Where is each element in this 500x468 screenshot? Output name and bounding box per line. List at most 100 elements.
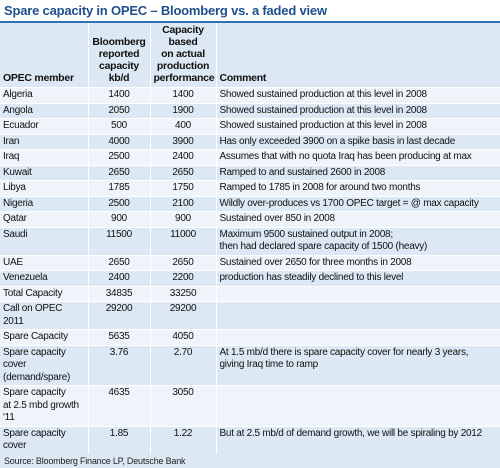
table-cell: Assumes that with no quota Iraq has been…	[215, 149, 500, 165]
table-cell: 3.76	[87, 344, 150, 386]
table-cell: 400	[149, 118, 216, 134]
table-row: Venezuela 2400 2200 production has steadily…	[0, 270, 500, 286]
table-cell: Ramped to 1785 in 2008 for around two mo…	[215, 180, 500, 196]
table-cell: 3900	[149, 133, 216, 150]
table-cell: 2650	[149, 254, 216, 271]
table-row: Iran 4000 3900 Has only exceeded 3900 on a …	[0, 133, 500, 150]
table-cell	[215, 329, 500, 345]
table-cell: 900	[87, 211, 150, 227]
table-cell: 1785	[87, 180, 150, 196]
table-row: Kuwait 2650 2650 Ramped to and sustained 26…	[0, 164, 500, 181]
table-cell: 4635	[87, 385, 150, 426]
table-cell: Libya	[0, 180, 88, 196]
table-row: Spare capacity at 2.5 mbd growth '11 4635…	[0, 385, 500, 426]
table-row: Ecuador 500 400 Showed sustained production…	[0, 118, 500, 134]
table-cell: 1.22	[149, 425, 216, 454]
table-cell: Spare capacity cover (demand/spare)	[0, 344, 88, 386]
table-cell	[215, 285, 500, 302]
title: Spare capacity in OPEC – Bloomberg vs. a…	[0, 0, 500, 23]
table-cell: Sustained over 2650 for three months in …	[215, 254, 500, 271]
table-cell	[215, 301, 500, 330]
table-cell: Ecuador	[0, 118, 88, 134]
source: Source: Bloomberg Finance LP, Deutsche B…	[4, 455, 186, 466]
table-cell: Kuwait	[0, 164, 88, 181]
table-cell: Algeria	[0, 87, 88, 103]
table-cell: But at 2.5 mb/d of demand growth, we wil…	[215, 425, 500, 454]
table-cell: Sustained over 850 in 2008	[215, 211, 500, 227]
table-cell: 2650	[87, 164, 150, 181]
table-row: Call on OPEC 2011 29200 29200	[0, 301, 500, 330]
table-cell: 1750	[149, 180, 216, 196]
table-body: Algeria 1400 1400 Showed sustained producti…	[0, 87, 500, 454]
table-cell: 2650	[87, 254, 150, 271]
table-cell: 11000	[149, 226, 216, 255]
table-cell: At 1.5 mb/d there is spare capacity cove…	[215, 344, 500, 386]
table-cell: 11500	[87, 226, 150, 255]
table-cell: Spare capacity at 2.5 mbd growth '11	[0, 385, 88, 426]
table-cell: 5635	[87, 329, 150, 345]
table-cell: Showed sustained production at this leve…	[215, 102, 500, 119]
header-row: OPEC member Bloomberg reported capacity k…	[0, 23, 500, 88]
table-cell: 2500	[87, 149, 150, 165]
table-cell: 4050	[149, 329, 216, 345]
table-cell: Iraq	[0, 149, 88, 165]
table-cell: UAE	[0, 254, 88, 271]
table-cell: Total Capacity	[0, 285, 88, 302]
table-cell: 2.70	[149, 344, 216, 386]
table-cell: Spare Capacity	[0, 329, 88, 345]
table-cell: Has only exceeded 3900 on a spike basis …	[215, 133, 500, 150]
table-cell: Venezuela	[0, 270, 88, 286]
table-cell: 2200	[149, 270, 216, 286]
table-cell: 3050	[149, 385, 216, 426]
table-row: UAE 2650 2650 Sustained over 2650 for three…	[0, 254, 500, 271]
table-cell: Showed sustained production at this leve…	[215, 118, 500, 134]
table-cell: Qatar	[0, 211, 88, 227]
table-cell: 2100	[149, 195, 216, 212]
header-cell: OPEC member	[3, 72, 74, 84]
table-cell: 33250	[149, 285, 216, 302]
table-cell: production has steadily declined to this…	[215, 270, 500, 286]
table-cell: 4000	[87, 133, 150, 150]
table-cell: Call on OPEC 2011	[0, 301, 88, 330]
table-cell: 29200	[87, 301, 150, 330]
table-cell: Nigeria	[0, 195, 88, 212]
header-cell: Bloomberg reported capacity kb/d	[87, 23, 150, 88]
header-cell: Comment	[215, 23, 500, 88]
table-cell: Ramped to and sustained 2600 in 2008	[215, 164, 500, 181]
table-cell: Wildly over-produces vs 1700 OPEC target…	[215, 195, 500, 212]
table-row: Libya 1785 1750 Ramped to 1785 in 2008 for …	[0, 180, 500, 196]
table-cell: Iran	[0, 133, 88, 150]
table-row: Spare capacity cover 1.85 1.22 But at 2.5 m…	[0, 425, 500, 454]
table-cell: Maximum 9500 sustained output in 2008; t…	[215, 226, 500, 255]
table-cell: 900	[149, 211, 216, 227]
table-cell	[215, 385, 500, 426]
table-cell: 500	[87, 118, 150, 134]
table-cell: 34835	[87, 285, 150, 302]
table-cell: 1900	[149, 102, 216, 119]
table: OPEC member Bloomberg reported capacity k…	[0, 23, 500, 454]
table-cell: 1.85	[87, 425, 150, 454]
table-row: Nigeria 2500 2100 Wildly over-produces vs 1…	[0, 195, 500, 212]
table-row: Angola 2050 1900 Showed sustained productio…	[0, 102, 500, 119]
table-row: Spare Capacity 5635 4050	[0, 329, 500, 345]
table-cell: 29200	[149, 301, 216, 330]
table-cell: Spare capacity cover	[0, 425, 88, 454]
table-row: Qatar 900 900 Sustained over 850 in 2008	[0, 211, 500, 227]
table-cell: 2400	[149, 149, 216, 165]
table-row: Spare capacity cover (demand/spare) 3.76 2…	[0, 344, 500, 386]
table-cell: Angola	[0, 102, 88, 119]
table-cell: Saudi	[0, 226, 88, 255]
table-row: Algeria 1400 1400 Showed sustained producti…	[0, 87, 500, 103]
table-row: Saudi 11500 11000 Maximum 9500 sustained ou…	[0, 226, 500, 255]
table-cell: Showed sustained production at this leve…	[215, 87, 500, 103]
table-cell: 2500	[87, 195, 150, 212]
table-cell: 1400	[87, 87, 150, 103]
table-cell: 1400	[149, 87, 216, 103]
table-cell: 2650	[149, 164, 216, 181]
table-row: Iraq 2500 2400 Assumes that with no quota I…	[0, 149, 500, 165]
table-cell: 2050	[87, 102, 150, 119]
header-cell: Capacity based on actual production perf…	[149, 23, 216, 88]
table-cell: 2400	[87, 270, 150, 286]
table-row: Total Capacity 34835 33250	[0, 285, 500, 302]
